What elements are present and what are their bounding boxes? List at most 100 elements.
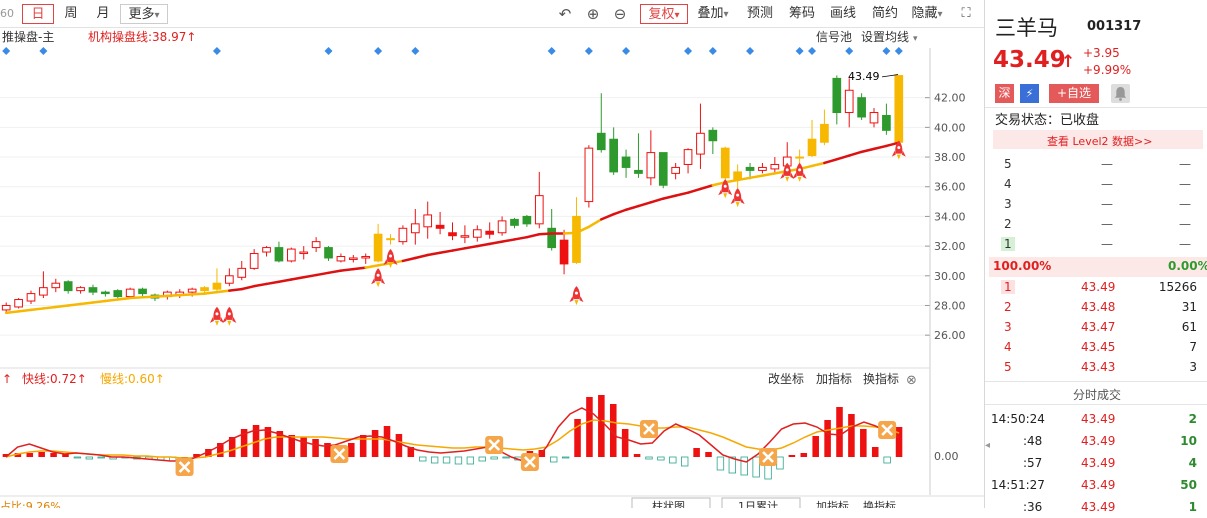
period-60-tab[interactable]: 60 — [0, 7, 14, 20]
candle[interactable] — [609, 138, 619, 173]
switch-indicator-button[interactable]: 换指标 — [863, 371, 899, 386]
lightning-icon[interactable]: ⚡ — [1020, 84, 1039, 103]
candle[interactable] — [410, 223, 420, 234]
buy-rocket-icon[interactable] — [222, 306, 237, 326]
candle[interactable] — [671, 166, 680, 174]
signal-diamond-icon[interactable] — [39, 47, 48, 55]
candle[interactable] — [101, 291, 110, 295]
sell-level-row[interactable]: 3 — — — [985, 195, 1207, 215]
buy-rocket-icon[interactable] — [718, 179, 733, 199]
candle[interactable] — [225, 275, 234, 284]
candle[interactable] — [708, 129, 718, 142]
candle[interactable] — [88, 287, 98, 293]
leiji-dropdown[interactable] — [721, 497, 801, 508]
candle[interactable] — [844, 89, 854, 114]
yincang-dropdown[interactable]: 隐藏▾ — [906, 4, 948, 24]
candle[interactable] — [187, 288, 197, 293]
signal-diamond-icon[interactable] — [2, 47, 11, 55]
huaxian-button[interactable]: 画线 — [829, 6, 856, 21]
fuquan-dropdown[interactable]: 复权▾ — [640, 4, 688, 24]
candle[interactable] — [758, 166, 767, 171]
candle[interactable] — [472, 229, 482, 238]
tab-month[interactable]: 月 — [96, 6, 110, 21]
tab-day[interactable]: 日 — [22, 4, 54, 24]
collapse-left-icon[interactable]: ◂ — [985, 440, 991, 451]
candle[interactable] — [634, 169, 643, 174]
candle[interactable] — [113, 290, 123, 298]
fullscreen-icon[interactable]: ⛶ — [961, 6, 971, 21]
buy-rocket-icon[interactable] — [792, 162, 807, 182]
more-dropdown[interactable]: 更多▾ — [120, 4, 168, 24]
ma-settings-button[interactable]: 设置均线 — [861, 30, 909, 44]
candle[interactable] — [249, 253, 259, 269]
diejia-dropdown[interactable]: 叠加▾ — [692, 4, 734, 24]
candle[interactable] — [361, 255, 371, 259]
candle[interactable] — [460, 235, 470, 238]
candle[interactable] — [795, 156, 804, 159]
candle[interactable] — [51, 282, 61, 289]
signal-diamond-icon[interactable] — [795, 47, 804, 55]
change-axis-button[interactable]: 改坐标 — [768, 372, 804, 386]
sell-level-row[interactable]: 2 — — — [985, 215, 1207, 235]
bell-icon[interactable] — [1111, 84, 1130, 103]
sell-x-icon[interactable] — [520, 453, 539, 471]
tick-row[interactable]: :48 43.49 10 — [985, 432, 1207, 452]
candle[interactable] — [869, 112, 879, 124]
chouma-button[interactable]: 筹码 — [788, 6, 815, 21]
signal-diamond-icon[interactable] — [708, 47, 717, 55]
buy-level-row[interactable]: 4 43.45 7 — [985, 338, 1207, 358]
close-icon[interactable]: ⊗ — [906, 373, 917, 388]
candle[interactable] — [14, 299, 23, 308]
sell-level-row[interactable]: 4 — — — [985, 175, 1207, 195]
candle[interactable] — [683, 149, 693, 165]
candle[interactable] — [807, 138, 817, 157]
bottom-switch-indicator-button[interactable]: 换指标 — [863, 499, 896, 508]
zoom-out-icon[interactable]: ⊖ — [613, 5, 627, 23]
candle[interactable] — [497, 220, 507, 234]
candle[interactable] — [547, 227, 557, 249]
undo-icon[interactable]: ↶ — [558, 5, 572, 23]
signal-pool-button[interactable]: 信号池 — [816, 30, 852, 44]
signal-diamond-icon[interactable] — [212, 47, 221, 55]
signal-diamond-icon[interactable] — [894, 47, 903, 55]
candle[interactable] — [448, 232, 457, 237]
signal-diamond-icon[interactable] — [882, 47, 891, 55]
candle[interactable] — [485, 230, 495, 235]
signal-diamond-icon[interactable] — [845, 47, 854, 55]
candle[interactable] — [621, 156, 631, 168]
buy-level-row[interactable]: 3 43.47 61 — [985, 318, 1207, 338]
candle[interactable] — [274, 247, 284, 262]
candle[interactable] — [1, 304, 11, 311]
candle[interactable] — [138, 288, 147, 295]
candle[interactable] — [770, 163, 780, 170]
tick-row[interactable]: 14:50:24 43.49 2 — [985, 410, 1207, 430]
buy-level-row[interactable]: 5 43.43 3 — [985, 358, 1207, 378]
buy-rocket-icon[interactable] — [371, 268, 386, 288]
tab-week[interactable]: 周 — [64, 6, 78, 21]
signal-diamond-icon[interactable] — [411, 47, 420, 55]
signal-diamond-icon[interactable] — [374, 47, 383, 55]
sell-level-row[interactable]: 5 — — — [985, 155, 1207, 175]
buy-level-row[interactable]: 2 43.48 31 — [985, 298, 1207, 318]
candle[interactable] — [386, 238, 395, 241]
buy-rocket-icon[interactable] — [569, 286, 584, 306]
signal-diamond-icon[interactable] — [324, 47, 333, 55]
buy-rocket-icon[interactable] — [780, 162, 795, 182]
sell-x-icon[interactable] — [330, 445, 349, 463]
sell-x-icon[interactable] — [759, 448, 778, 466]
candle[interactable] — [324, 247, 333, 259]
candle[interactable] — [820, 123, 829, 143]
level2-link[interactable]: 查看 Level2 数据>> — [1047, 135, 1153, 148]
jianyue-button[interactable]: 简约 — [871, 6, 898, 21]
tick-row[interactable]: :57 43.49 4 — [985, 454, 1207, 474]
zhuzhuangtu-dropdown[interactable] — [631, 497, 711, 508]
candle[interactable] — [522, 215, 532, 225]
zoom-in-icon[interactable]: ⊕ — [586, 5, 600, 23]
candle[interactable] — [584, 147, 594, 203]
candle[interactable] — [832, 77, 842, 114]
candle[interactable] — [559, 239, 569, 265]
sell-x-icon[interactable] — [175, 458, 194, 476]
buy-rocket-icon[interactable] — [383, 248, 398, 268]
sell-x-icon[interactable] — [639, 420, 658, 438]
add-watchlist-button[interactable]: +自选 — [1049, 84, 1099, 103]
